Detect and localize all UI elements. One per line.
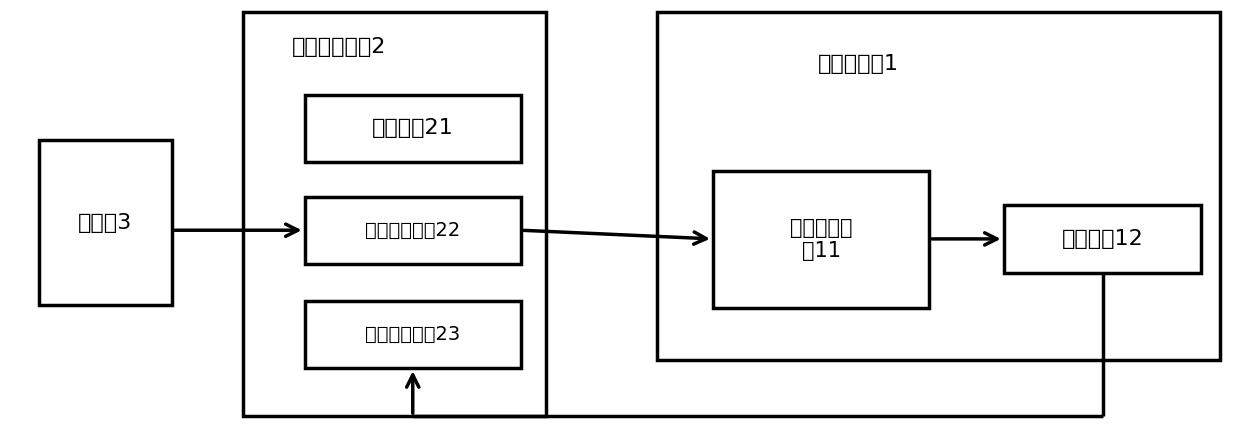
FancyBboxPatch shape <box>243 12 546 416</box>
Text: 初步处理模
块11: 初步处理模 块11 <box>790 218 852 261</box>
Text: 结果显示模块23: 结果显示模块23 <box>365 325 460 344</box>
FancyBboxPatch shape <box>713 171 929 308</box>
Text: 眼动仪3: 眼动仪3 <box>78 213 133 233</box>
Text: 登录模块21: 登录模块21 <box>372 118 454 139</box>
FancyBboxPatch shape <box>305 301 521 368</box>
FancyBboxPatch shape <box>305 95 521 162</box>
FancyBboxPatch shape <box>38 140 172 305</box>
Text: 医生终端设备2: 医生终端设备2 <box>293 37 387 57</box>
Text: 中央处理器1: 中央处理器1 <box>818 54 899 74</box>
FancyBboxPatch shape <box>657 12 1220 360</box>
FancyBboxPatch shape <box>1003 205 1202 273</box>
Text: 评估模块12: 评估模块12 <box>1061 229 1143 249</box>
Text: 信息采集模块22: 信息采集模块22 <box>365 221 460 240</box>
FancyBboxPatch shape <box>305 197 521 264</box>
